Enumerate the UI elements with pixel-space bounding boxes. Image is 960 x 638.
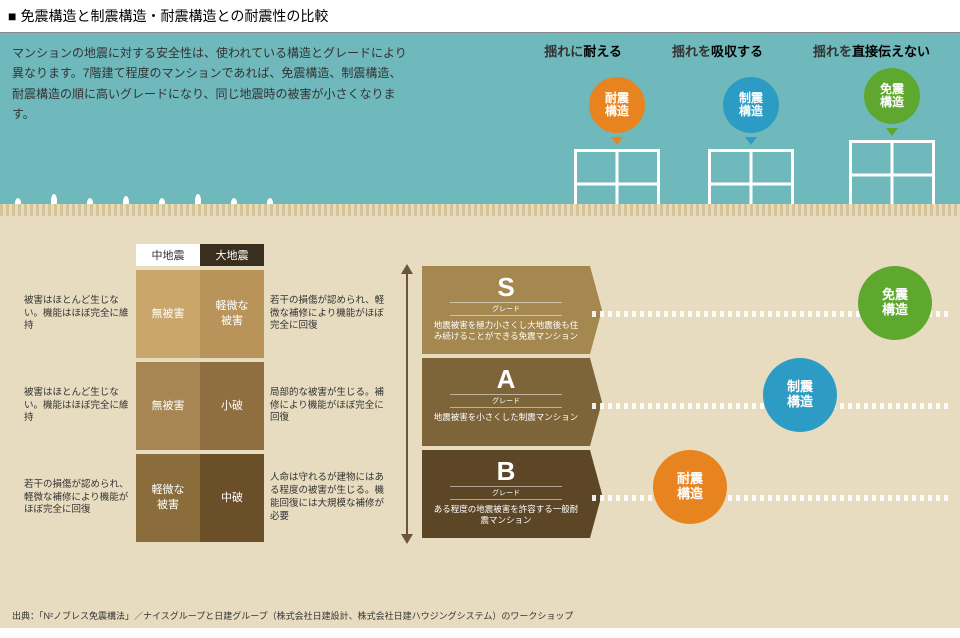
content-row: 中地震 大地震 被害はほとんど生じない。機能はほぼ完全に維持無被害軽微な被害若干… <box>18 244 942 546</box>
table-row: 被害はほとんど生じない。機能はほぼ完全に維持無被害小破局部的な被害が生じる。補修… <box>18 362 392 450</box>
grade-letter: B <box>430 458 582 484</box>
cell-desc-left: 若干の損傷が認められ、軽微な補修により機能がほぼ完全に回復 <box>18 454 136 542</box>
cell-desc-left: 被害はほとんど生じない。機能はほぼ完全に維持 <box>18 270 136 358</box>
table-header: 中地震 大地震 <box>136 244 392 266</box>
structure-circle: 耐震構造 <box>653 450 727 524</box>
pin-icon <box>745 137 757 145</box>
structure-circle: 制震構造 <box>763 358 837 432</box>
grade-desc: 地震被害を極力小さくし大地震後も住み続けることができる免震マンション <box>430 320 582 342</box>
top-label: 揺れに耐える <box>544 41 622 60</box>
cell-desc-right: 局部的な被害が生じる。補修により機能がほぼ完全に回復 <box>264 362 392 450</box>
cell-desc-right: 人命は守れるが建物にはある程度の被害が生じる。機能回復には大規模な補修が必要 <box>264 454 392 542</box>
top-label: 揺れを直接伝えない <box>813 41 930 60</box>
grades-column: Sグレード地震被害を極力小さくし大地震後も住み続けることができる免震マンションA… <box>422 266 590 546</box>
grade-card: B グレードある程度の地震被害を許容する一般耐震マンション <box>422 450 590 538</box>
damage-table: 中地震 大地震 被害はほとんど生じない。機能はほぼ完全に維持無被害軽微な被害若干… <box>18 244 392 546</box>
grade-sub: グレード <box>450 302 562 316</box>
th-large: 大地震 <box>200 244 264 266</box>
arrow-up-icon <box>401 264 413 274</box>
cell-desc-left: 被害はほとんど生じない。機能はほぼ完全に維持 <box>18 362 136 450</box>
table-row: 被害はほとんど生じない。機能はほぼ完全に維持無被害軽微な被害若干の損傷が認められ… <box>18 270 392 358</box>
cell-mid: 無被害 <box>136 270 200 358</box>
table-row: 若干の損傷が認められ、軽微な補修により機能がほぼ完全に回復軽微な被害中破人命は守… <box>18 454 392 542</box>
pin-icon <box>611 137 623 145</box>
credit-text: 出典：「N²ノブレス免震構法」／ナイスグループと日建グループ（株式会社日建設計、… <box>12 609 573 622</box>
grade-letter: S <box>430 274 582 300</box>
table-body: 被害はほとんど生じない。機能はほぼ完全に維持無被害軽微な被害若干の損傷が認められ… <box>18 270 392 546</box>
building-0: 耐震構造 <box>574 77 660 219</box>
cell-mid: 無被害 <box>136 362 200 450</box>
wave-line <box>588 495 952 501</box>
ground-section: 中地震 大地震 被害はほとんど生じない。機能はほぼ完全に維持無被害軽微な被害若干… <box>0 204 960 628</box>
building-1: 制震構造 <box>708 77 794 219</box>
buildings-row: 耐震構造 制震構造 免震構造 <box>574 68 942 219</box>
building-icon <box>849 140 935 210</box>
arrow-down-icon <box>401 534 413 544</box>
structure-badge: 耐震構造 <box>589 77 645 133</box>
grade-sub: グレード <box>450 486 562 500</box>
cell-large: 小破 <box>200 362 264 450</box>
sky-section: マンションの地震に対する安全性は、使われている構造とグレードにより異なります。7… <box>0 32 960 204</box>
intro-text: マンションの地震に対する安全性は、使われている構造とグレードにより異なります。7… <box>12 43 412 125</box>
top-labels: 揺れに耐える 揺れを吸収する 揺れを直接伝えない <box>544 41 930 60</box>
vertical-arrow <box>400 264 414 544</box>
top-label: 揺れを吸収する <box>672 41 763 60</box>
building-2: 免震構造 <box>842 68 942 219</box>
structure-badge: 制震構造 <box>723 77 779 133</box>
grade-letter: A <box>430 366 582 392</box>
structure-badge: 免震構造 <box>864 68 920 124</box>
structure-circle: 免震構造 <box>858 266 932 340</box>
cell-large: 軽微な被害 <box>200 270 264 358</box>
soil-texture <box>0 204 960 216</box>
th-mid: 中地震 <box>136 244 200 266</box>
pin-icon <box>886 128 898 136</box>
cell-desc-right: 若干の損傷が認められ、軽微な補修により機能がほぼ完全に回復 <box>264 270 392 358</box>
grade-sub: グレード <box>450 394 562 408</box>
circles-area: 免震構造制震構造耐震構造 <box>598 266 942 546</box>
grade-desc: ある程度の地震被害を許容する一般耐震マンション <box>430 504 582 526</box>
page-title: 免震構造と制震構造・耐震構造との耐震性の比較 <box>0 0 960 32</box>
title-text: 免震構造と制震構造・耐震構造との耐震性の比較 <box>20 6 328 26</box>
cell-mid: 軽微な被害 <box>136 454 200 542</box>
grade-card: A グレード地震被害を小さくした制震マンション <box>422 358 590 446</box>
grade-card: S グレード地震被害を極力小さくし大地震後も住み続けることができる免震マンション <box>422 266 590 354</box>
cell-large: 中破 <box>200 454 264 542</box>
grade-desc: 地震被害を小さくした制震マンション <box>430 412 582 423</box>
